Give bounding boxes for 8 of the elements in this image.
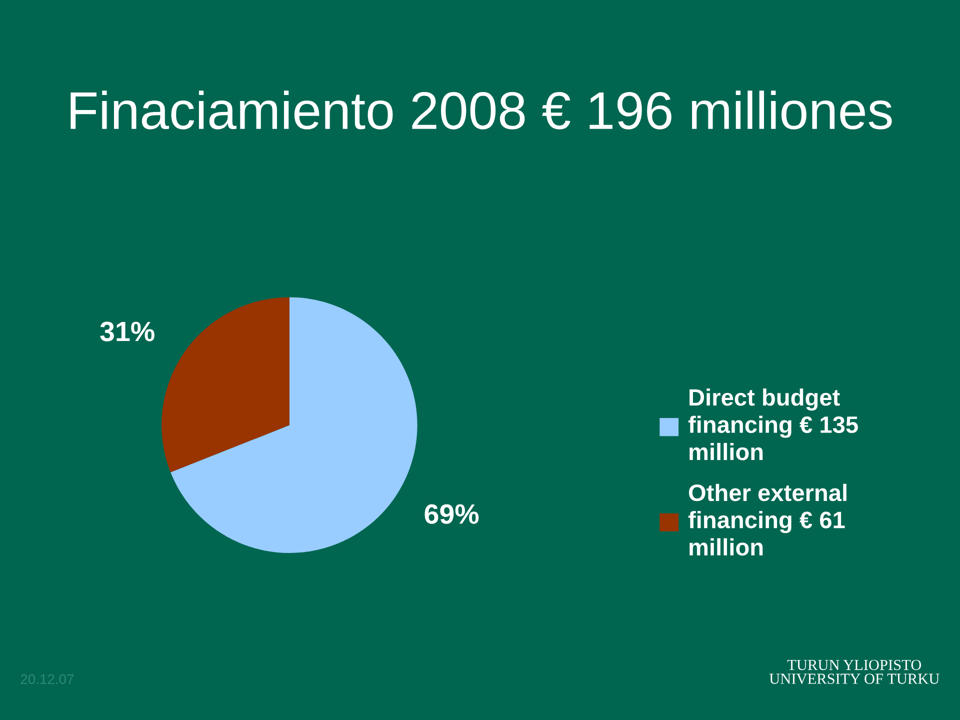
data-label: 31% bbox=[100, 322, 154, 342]
chart-title: Finaciamiento 2008 € 196 milliones bbox=[70, 90, 892, 130]
pie-slice bbox=[162, 297, 290, 472]
data-label: 69% bbox=[424, 504, 479, 524]
text: TURUN YLIOPISTO UNIVERSITY OF TURKU bbox=[769, 660, 940, 684]
legend-label: Other external financing € 61 million bbox=[688, 484, 846, 556]
legend-label: Direct budget financing € 135 million bbox=[688, 388, 858, 460]
pie-slice bbox=[170, 297, 418, 554]
